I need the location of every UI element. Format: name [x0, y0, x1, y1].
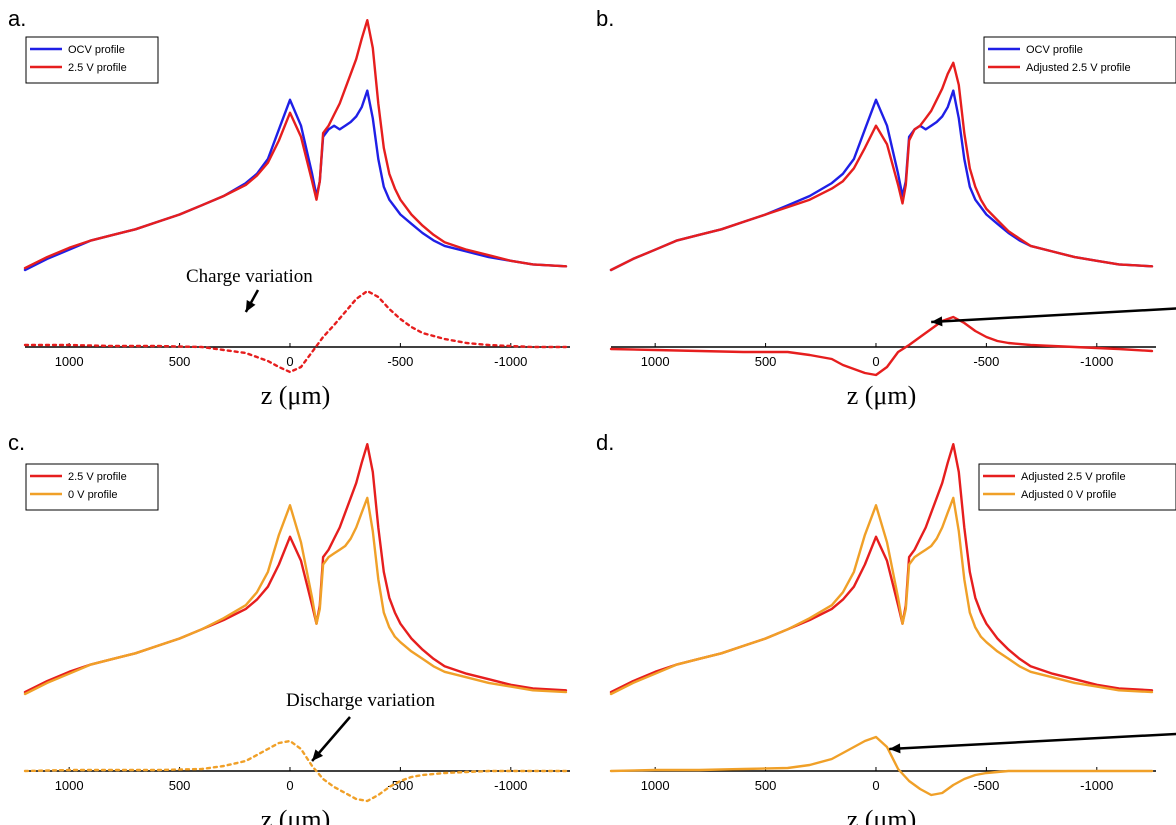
x-tick-label: 0: [286, 778, 293, 793]
panel-letter: a.: [8, 6, 26, 31]
legend-entry-label: 2.5 V profile: [68, 62, 127, 74]
legend-entry-label: 0 V profile: [68, 489, 118, 501]
legend-entry-label: Adjusted 0 V profile: [1021, 489, 1116, 501]
legend-box: [978, 463, 1176, 511]
profile-line-2: [609, 496, 1154, 696]
x-tick-label: -500: [973, 354, 999, 369]
chart-panel-a: a. 1000 500 0 -500 -1000 z (μm) Charge variatio…: [8, 6, 570, 410]
x-tick-label: -1000: [494, 354, 527, 369]
annotation-arrowhead: [312, 749, 324, 761]
panel-letter: d.: [596, 430, 614, 455]
annotation-text: Charge variation: [186, 266, 313, 287]
x-tick-label: 0: [872, 354, 879, 369]
annotation-arrow: [889, 732, 1176, 751]
x-tick-label: 500: [755, 354, 777, 369]
x-tick-label: 0: [286, 354, 293, 369]
annotation-text: Discharge variation: [286, 690, 435, 711]
x-tick-label: -500: [387, 778, 413, 793]
x-tick-label: 500: [169, 778, 191, 793]
legend: OCV profile 2.5 V profile: [25, 36, 159, 84]
legend-box: [983, 36, 1176, 84]
legend-entry-label: OCV profile: [1026, 44, 1083, 56]
x-tick-label: 500: [755, 778, 777, 793]
variation-line-3: [609, 315, 1154, 377]
x-tick-label: -1000: [1080, 778, 1113, 793]
x-tick-label: -1000: [494, 778, 527, 793]
legend-entry-label: Adjusted 2.5 V profile: [1026, 62, 1131, 74]
legend-entry-label: OCV profile: [68, 44, 125, 56]
annotation-arrowhead: [889, 743, 901, 754]
x-tick-label: 1000: [55, 354, 84, 369]
x-tick-label: -1000: [1080, 354, 1113, 369]
legend-entry-label: Adjusted 2.5 V profile: [1021, 471, 1126, 483]
x-tick-label: 0: [872, 778, 879, 793]
x-axis-label: z (μm): [847, 381, 917, 410]
legend-box: [25, 463, 159, 511]
legend-entry-label: 2.5 V profile: [68, 471, 127, 483]
x-axis-label: z (μm): [261, 381, 331, 410]
x-tick-label: 1000: [641, 354, 670, 369]
panel-letter: b.: [596, 6, 614, 31]
x-tick-label: 1000: [55, 778, 84, 793]
x-tick-label: 500: [169, 354, 191, 369]
profile-line-2: [609, 61, 1154, 272]
variation-line-3: [609, 735, 1154, 797]
profile-line-2: [23, 496, 568, 696]
panel-letter: c.: [8, 430, 25, 455]
legend: 2.5 V profile 0 V profile: [25, 463, 159, 511]
legend: OCV profile Adjusted 2.5 V profile: [983, 36, 1176, 84]
profile-line-2: [23, 19, 568, 270]
x-axis-label: z (μm): [261, 805, 331, 825]
legend-box: [25, 36, 159, 84]
x-axis-label: z (μm): [847, 805, 917, 825]
chart-panel-c: c. 1000 500 0 -500 -1000 z (μm) Discharge varia…: [8, 430, 570, 825]
variation-line-3: [23, 739, 568, 803]
variation-line-3: [23, 289, 568, 374]
profile-line-1: [609, 89, 1154, 272]
annotation-arrowhead: [245, 299, 256, 312]
x-tick-label: 1000: [641, 778, 670, 793]
legend: Adjusted 2.5 V profile Adjusted 0 V profi…: [978, 463, 1176, 511]
annotation-arrow: [931, 307, 1176, 324]
annotation-arrowhead: [931, 316, 943, 327]
x-tick-label: -500: [387, 354, 413, 369]
profile-line-1: [23, 89, 568, 272]
x-tick-label: -500: [973, 778, 999, 793]
